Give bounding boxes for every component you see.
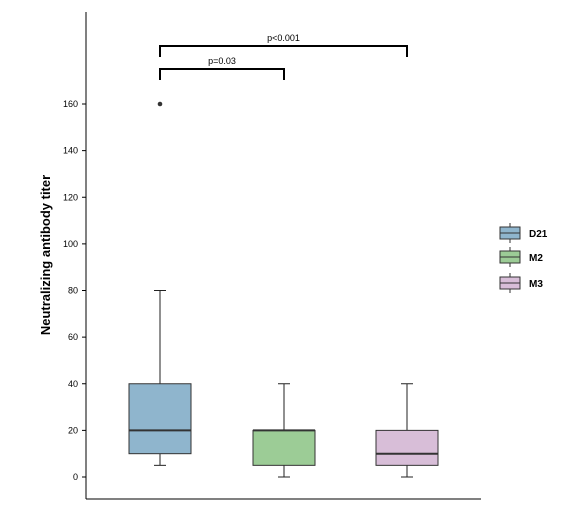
iqr-box [375, 429, 439, 466]
significance-brackets: p=0.03 p<0.001 [159, 33, 408, 80]
p-value-label: p=0.03 [208, 56, 236, 66]
significance-bracket: p=0.03 [159, 56, 285, 80]
y-tick-label: 120 [63, 192, 78, 202]
box-series [128, 101, 439, 478]
y-tick-label: 60 [68, 332, 78, 342]
y-tick-label: 40 [68, 379, 78, 389]
p-value-label: p<0.001 [267, 33, 300, 43]
legend-label: M3 [529, 279, 543, 290]
legend: D21 M2 M3 [499, 223, 548, 293]
bracket-line [159, 45, 408, 57]
box-m2 [252, 383, 316, 478]
outlier-point [157, 101, 163, 107]
y-tick-label: 80 [68, 286, 78, 296]
legend-item-m2: M2 [499, 247, 543, 267]
legend-item-d21: D21 [499, 223, 548, 243]
y-tick-label: 100 [63, 239, 78, 249]
legend-item-m3: M3 [499, 273, 543, 293]
y-tick-label: 140 [63, 146, 78, 156]
y-axis-title: Neutralizing antibody titer [38, 175, 53, 335]
iqr-box [128, 383, 192, 455]
y-axis-ticks: 0 20 40 60 80 100 120 140 160 [63, 99, 86, 482]
bracket-line [159, 68, 285, 80]
y-tick-label: 20 [68, 425, 78, 435]
legend-label: D21 [529, 229, 548, 240]
y-tick-label: 160 [63, 99, 78, 109]
legend-label: M2 [529, 253, 543, 264]
significance-bracket: p<0.001 [159, 33, 408, 57]
box-m3 [375, 383, 439, 478]
box-d21 [128, 101, 192, 466]
iqr-box [252, 429, 316, 466]
axes [85, 12, 481, 500]
y-tick-label: 0 [73, 472, 78, 482]
